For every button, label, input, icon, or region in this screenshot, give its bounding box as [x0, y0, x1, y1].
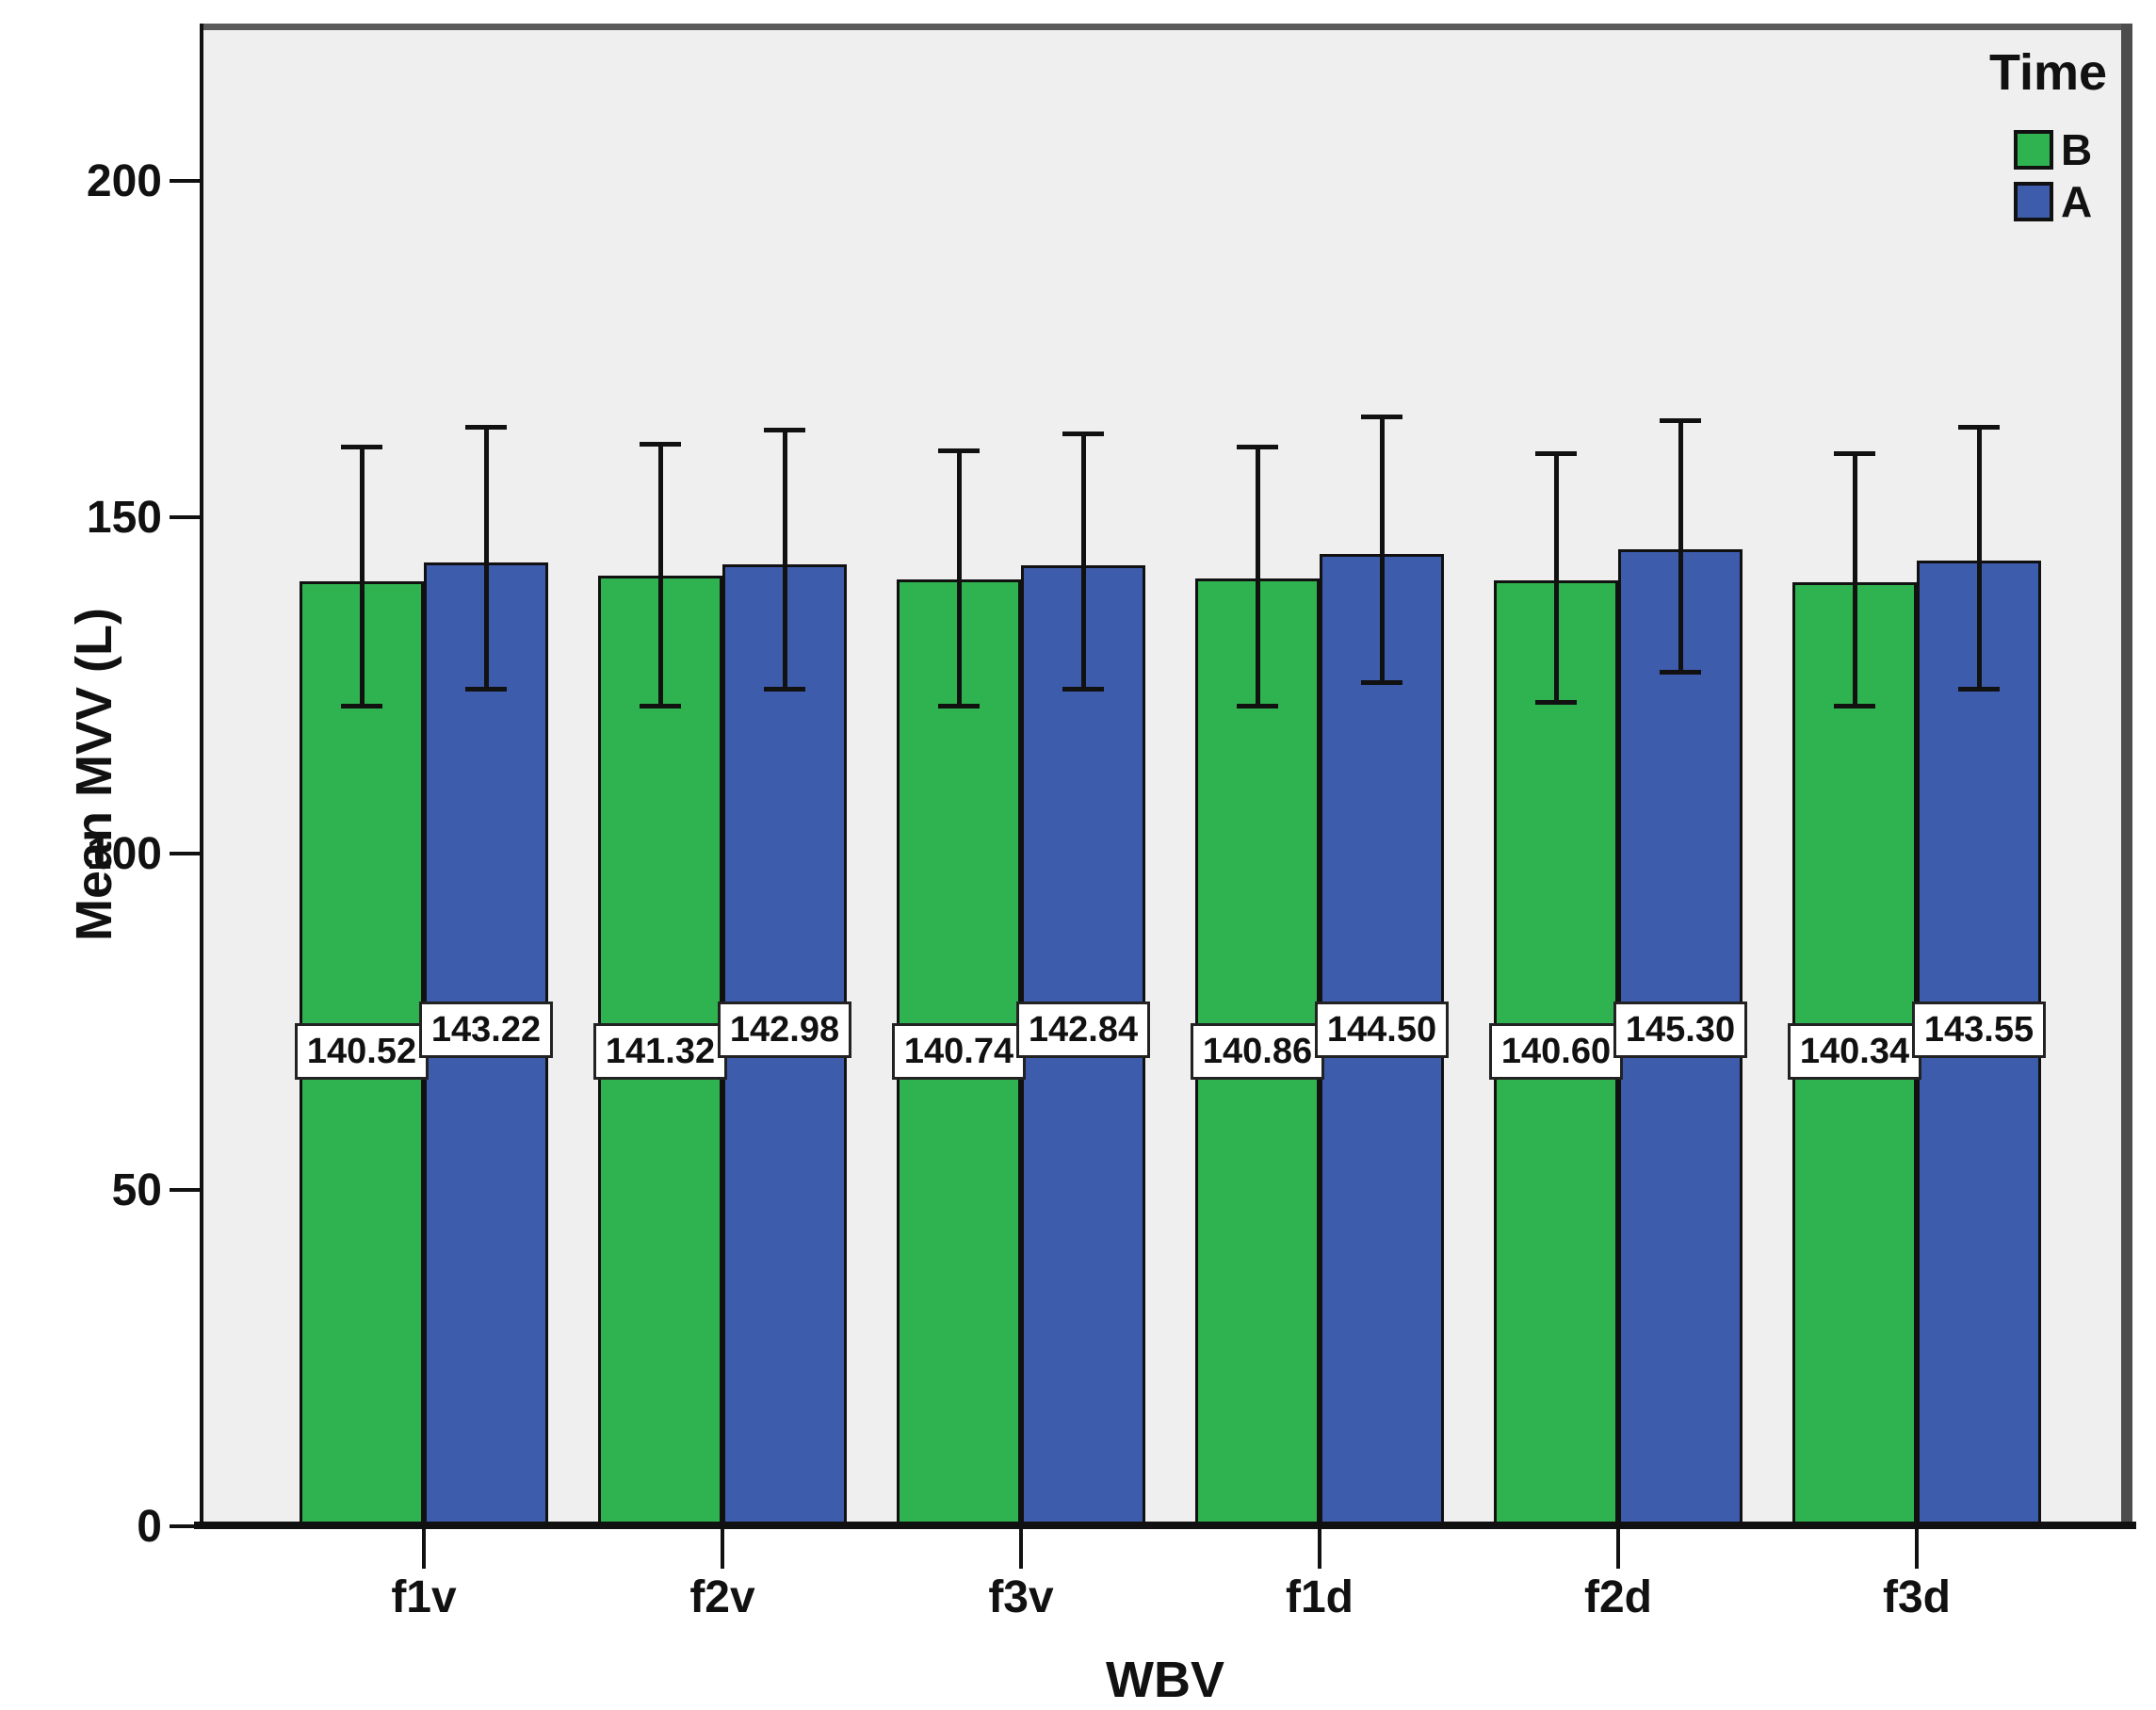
x-tick-mark: [1915, 1529, 1919, 1569]
y-tick-label: 0: [137, 1502, 162, 1552]
y-tick-label: 150: [86, 493, 162, 544]
x-tick-mark: [422, 1529, 426, 1569]
y-tick-mark: [170, 515, 200, 520]
legend-label-B: B: [2061, 125, 2093, 174]
value-label-B-f1d: 140.86: [1191, 1023, 1324, 1080]
error-bar-whisker: [484, 426, 489, 690]
legend-swatch-B: [2014, 130, 2053, 170]
value-label-A-f2v: 142.98: [718, 1002, 851, 1058]
legend-title: Time: [1988, 44, 2107, 101]
error-bar-whisker: [783, 430, 787, 690]
error-bar-cap-top: [1535, 451, 1577, 457]
x-tick-mark: [1318, 1529, 1321, 1569]
error-bar-cap-bottom: [1660, 670, 1701, 676]
value-label-B-f2d: 140.60: [1489, 1023, 1623, 1080]
value-label-A-f3d: 143.55: [1912, 1002, 2046, 1058]
y-tick-label: 100: [86, 829, 162, 880]
error-bar-cap-top: [1660, 417, 1701, 423]
error-bar-cap-bottom: [938, 703, 980, 708]
error-bar-whisker: [1678, 419, 1683, 673]
error-bar-cap-top: [1834, 451, 1875, 457]
error-bar-whisker: [360, 447, 365, 706]
value-label-A-f3v: 142.84: [1016, 1002, 1150, 1058]
error-bar-cap-bottom: [764, 687, 805, 692]
error-bar-cap-bottom: [1834, 703, 1875, 708]
y-axis-line: [200, 24, 203, 1526]
plot-frame-top: [200, 24, 2131, 30]
error-bar-whisker: [1380, 415, 1385, 682]
error-bar-cap-top: [764, 428, 805, 433]
error-bar-cap-top: [1361, 414, 1402, 419]
error-bar-whisker: [1256, 447, 1260, 706]
x-tick-label: f1v: [391, 1572, 457, 1622]
error-bar-cap-top: [1958, 424, 2000, 430]
error-bar-cap-top: [640, 441, 681, 447]
x-tick-label: f3v: [988, 1572, 1054, 1622]
x-tick-mark: [721, 1529, 724, 1569]
x-tick-mark: [1616, 1529, 1620, 1569]
value-label-A-f1d: 144.50: [1315, 1002, 1449, 1058]
error-bar-whisker: [957, 449, 962, 706]
value-label-A-f2d: 145.30: [1613, 1002, 1747, 1058]
legend-label-A: A: [2061, 177, 2093, 226]
x-tick-mark: [1019, 1529, 1023, 1569]
error-bar-cap-bottom: [1958, 687, 2000, 692]
value-label-B-f1v: 140.52: [295, 1023, 429, 1080]
value-label-A-f1v: 143.22: [419, 1002, 553, 1058]
error-bar-cap-top: [465, 424, 507, 430]
error-bar-cap-top: [341, 445, 382, 450]
error-bar-whisker: [1977, 426, 1982, 690]
value-label-B-f2v: 141.32: [593, 1023, 727, 1080]
error-bar-whisker: [1554, 453, 1559, 703]
y-tick-mark: [170, 1524, 200, 1528]
x-tick-label: f2d: [1584, 1572, 1652, 1622]
error-bar-cap-bottom: [1062, 687, 1104, 692]
y-tick-mark: [170, 1188, 200, 1193]
error-bar-cap-bottom: [1361, 679, 1402, 685]
x-axis-line: [194, 1522, 2136, 1529]
plot-frame-right: [2121, 24, 2132, 1526]
y-tick-mark: [170, 179, 200, 184]
value-label-B-f3d: 140.34: [1788, 1023, 1921, 1080]
error-bar-whisker: [658, 443, 663, 706]
y-tick-mark: [170, 852, 200, 856]
y-tick-label: 200: [86, 156, 162, 207]
error-bar-cap-bottom: [341, 703, 382, 708]
error-bar-cap-top: [1062, 431, 1104, 436]
legend-swatch-A: [2014, 182, 2053, 221]
error-bar-cap-bottom: [1237, 703, 1278, 708]
error-bar-cap-bottom: [640, 703, 681, 708]
x-tick-label: f1d: [1286, 1572, 1354, 1622]
y-tick-label: 50: [111, 1165, 162, 1216]
x-tick-label: f2v: [689, 1572, 755, 1622]
value-label-B-f3v: 140.74: [892, 1023, 1026, 1080]
error-bar-cap-bottom: [465, 687, 507, 692]
error-bar-cap-top: [1237, 445, 1278, 450]
x-tick-label: f3d: [1883, 1572, 1951, 1622]
error-bar-cap-top: [938, 448, 980, 453]
error-bar-cap-bottom: [1535, 700, 1577, 706]
x-axis-title: WBV: [1106, 1652, 1224, 1708]
error-bar-whisker: [1081, 432, 1086, 690]
error-bar-whisker: [1853, 453, 1857, 706]
